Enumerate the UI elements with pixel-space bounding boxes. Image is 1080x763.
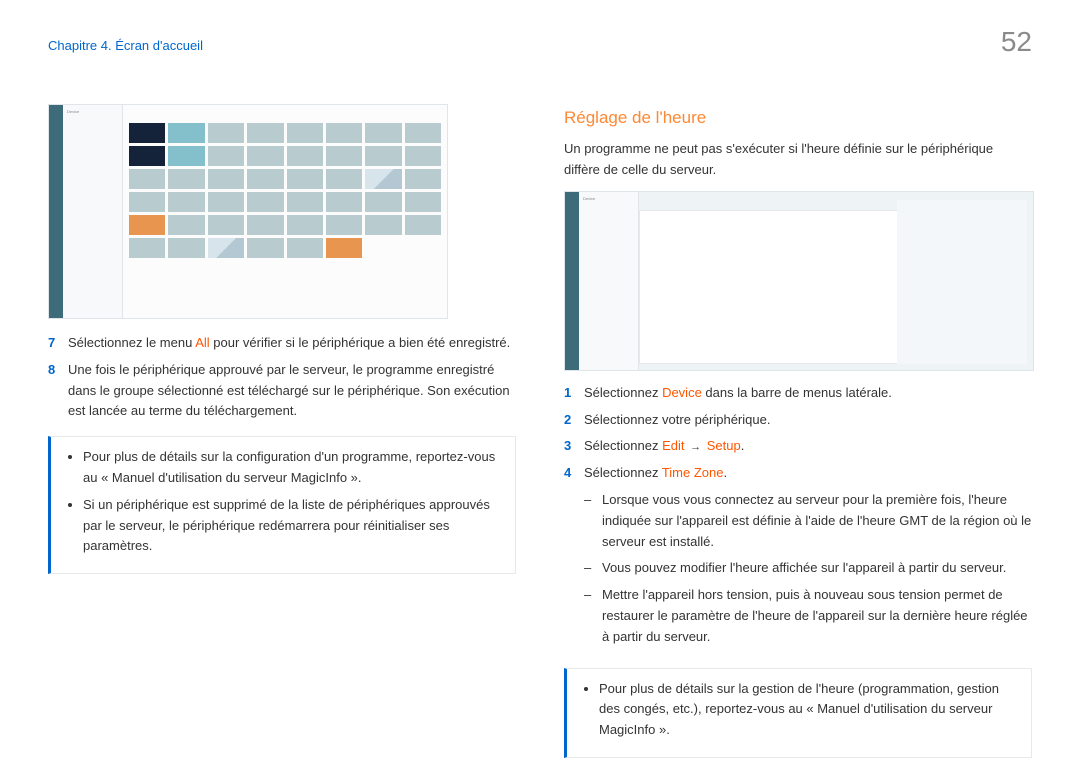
step-number: 2 [564,410,574,431]
step-text: Sélectionnez Time Zone. –Lorsque vous vo… [584,463,1032,653]
left-column: Device 7 Sélectionnez le menu All pour v… [48,104,516,758]
highlight-setup: Setup [707,438,741,453]
right-column: Réglage de l'heure Un programme ne peut … [564,104,1032,758]
step-number: 4 [564,463,574,653]
note-item: Pour plus de détails sur la configuratio… [83,447,501,489]
step-number: 1 [564,383,574,404]
step-text: Sélectionnez Edit → Setup. [584,436,744,457]
step-number: 8 [48,360,58,422]
highlight-all: All [195,335,209,350]
right-steps: 1 Sélectionnez Device dans la barre de m… [564,383,1032,654]
page-number: 52 [1001,20,1032,65]
screenshot-device-setup: Device [564,191,1034,371]
arrow-icon: → [688,439,703,457]
highlight-device: Device [662,385,702,400]
sub-item: –Lorsque vous vous connectez au serveur … [584,490,1032,552]
note-item: Pour plus de détails sur la gestion de l… [599,679,1017,741]
intro-text: Un programme ne peut pas s'exécuter si l… [564,139,1032,181]
sub-item: –Vous pouvez modifier l'heure affichée s… [584,558,1032,579]
step-text: Sélectionnez Device dans la barre de men… [584,383,892,404]
step-text: Sélectionnez votre périphérique. [584,410,770,431]
breadcrumb: Chapitre 4. Écran d'accueil [48,36,203,57]
step-7: 7 Sélectionnez le menu All pour vérifier… [48,333,516,354]
step-text: Une fois le périphérique approuvé par le… [68,360,516,422]
step-number: 3 [564,436,574,457]
section-title: Réglage de l'heure [564,104,1032,131]
note-box-left: Pour plus de détails sur la configuratio… [48,436,516,574]
note-item: Si un périphérique est supprimé de la li… [83,495,501,557]
left-steps: 7 Sélectionnez le menu All pour vérifier… [48,333,516,422]
screenshot-device-grid: Device [48,104,448,319]
sub-list: –Lorsque vous vous connectez au serveur … [584,490,1032,648]
highlight-edit: Edit [662,438,684,453]
note-box-right: Pour plus de détails sur la gestion de l… [564,668,1032,758]
highlight-timezone: Time Zone [662,465,724,480]
step-3: 3 Sélectionnez Edit → Setup. [564,436,1032,457]
content: Device 7 Sélectionnez le menu All pour v… [48,104,1032,758]
step-2: 2 Sélectionnez votre périphérique. [564,410,1032,431]
step-text: Sélectionnez le menu All pour vérifier s… [68,333,510,354]
step-8: 8 Une fois le périphérique approuvé par … [48,360,516,422]
sub-item: –Mettre l'appareil hors tension, puis à … [584,585,1032,647]
step-number: 7 [48,333,58,354]
step-1: 1 Sélectionnez Device dans la barre de m… [564,383,1032,404]
step-4: 4 Sélectionnez Time Zone. –Lorsque vous … [564,463,1032,653]
